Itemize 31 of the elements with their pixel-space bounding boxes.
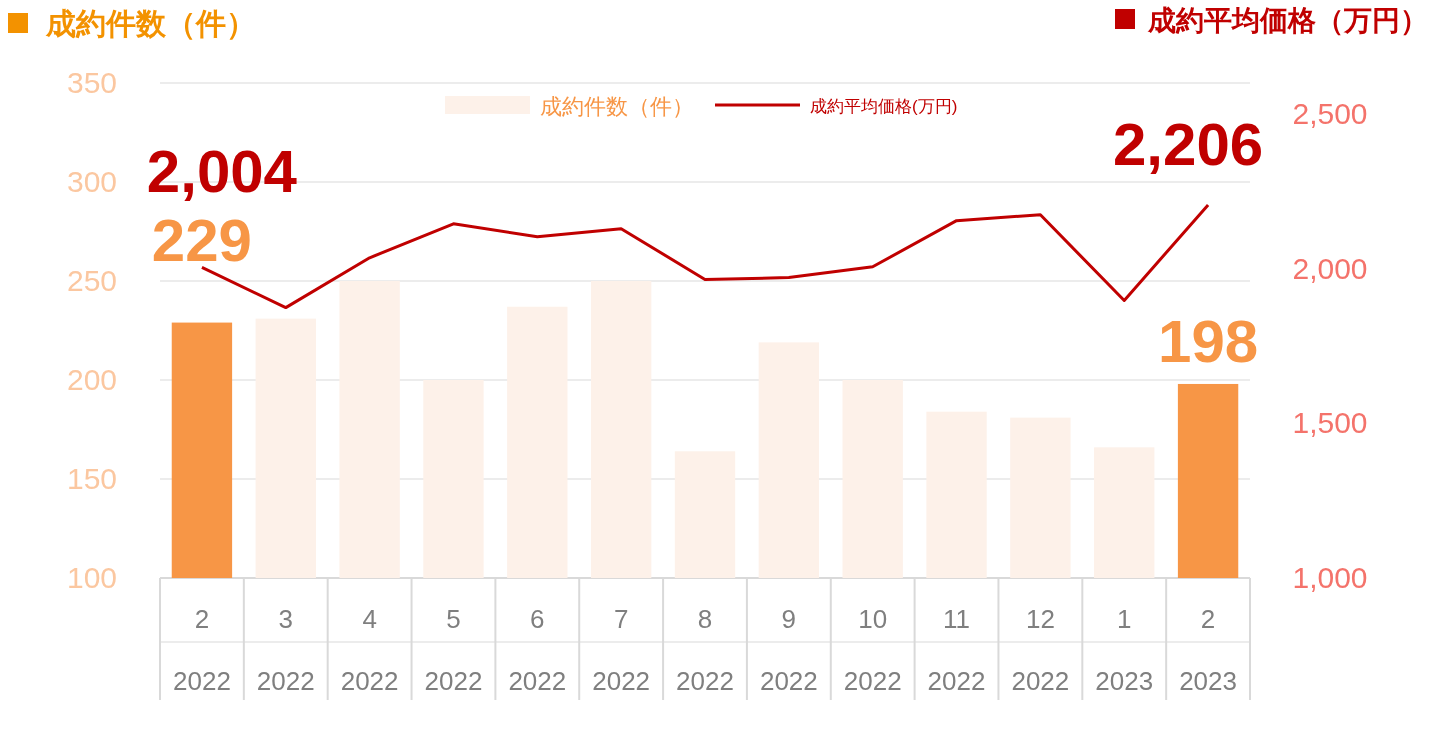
data-label: 2,206 xyxy=(1113,110,1264,178)
data-label: 2,004 xyxy=(146,138,298,206)
category-label: 1 2023 xyxy=(1095,604,1154,696)
category-label: 11 2022 xyxy=(927,604,986,696)
category-label: 8 2022 xyxy=(676,604,734,696)
data-label: 198 xyxy=(1158,307,1259,375)
legend-label: 成約平均価格(万円) xyxy=(810,97,958,116)
category-label: 6 2022 xyxy=(508,604,567,696)
y-tick-label: 100 xyxy=(66,561,118,594)
category-label: 7 2022 xyxy=(592,604,651,696)
y2-tick-label: 2,500 xyxy=(1292,96,1368,130)
category-label: 9 2022 xyxy=(759,604,818,696)
category-label: 10 2022 xyxy=(843,604,902,696)
category-label: 4 2022 xyxy=(340,604,399,696)
category-label: 5 2022 xyxy=(424,604,483,696)
category-label: 12 2022 xyxy=(1011,604,1070,696)
y-tick-label: 350 xyxy=(66,66,118,99)
y-tick-label: 300 xyxy=(66,165,118,198)
data-label: 229 xyxy=(151,206,252,274)
category-label: 2 2022 xyxy=(173,604,231,696)
y2-tick-label: 1,500 xyxy=(1292,406,1368,440)
y-tick-label: 150 xyxy=(66,462,118,495)
y2-axis-title: 成約平均価格（万円） xyxy=(1147,5,1428,36)
y2-tick-label: 1,000 xyxy=(1292,561,1368,594)
category-label: 2 2023 xyxy=(1179,604,1237,696)
legend-label: 成約件数（件） xyxy=(540,94,694,119)
y-axis-title: 成約件数（件） xyxy=(45,7,256,40)
y2-tick-label: 2,000 xyxy=(1292,251,1368,285)
y-tick-label: 200 xyxy=(66,363,118,396)
category-label: 3 2022 xyxy=(256,604,315,696)
y-tick-label: 250 xyxy=(66,264,118,297)
